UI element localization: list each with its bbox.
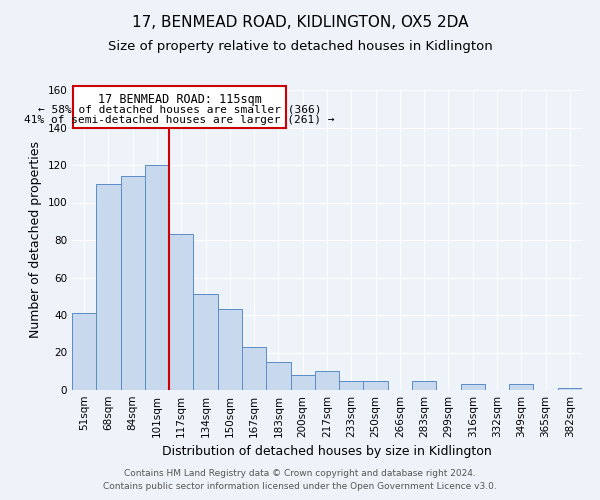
- Text: 41% of semi-detached houses are larger (261) →: 41% of semi-detached houses are larger (…: [24, 116, 335, 126]
- Bar: [558, 388, 582, 390]
- Bar: [169, 234, 193, 390]
- Bar: [193, 294, 218, 390]
- Bar: [461, 384, 485, 390]
- FancyBboxPatch shape: [73, 86, 286, 128]
- Bar: [266, 362, 290, 390]
- Bar: [290, 375, 315, 390]
- Text: 17, BENMEAD ROAD, KIDLINGTON, OX5 2DA: 17, BENMEAD ROAD, KIDLINGTON, OX5 2DA: [132, 15, 468, 30]
- Text: Contains HM Land Registry data © Crown copyright and database right 2024.: Contains HM Land Registry data © Crown c…: [124, 468, 476, 477]
- Bar: [315, 371, 339, 390]
- Bar: [96, 184, 121, 390]
- Text: 17 BENMEAD ROAD: 115sqm: 17 BENMEAD ROAD: 115sqm: [98, 93, 262, 106]
- Bar: [145, 165, 169, 390]
- Bar: [218, 310, 242, 390]
- Y-axis label: Number of detached properties: Number of detached properties: [29, 142, 42, 338]
- Text: ← 58% of detached houses are smaller (366): ← 58% of detached houses are smaller (36…: [38, 104, 321, 114]
- Text: Size of property relative to detached houses in Kidlington: Size of property relative to detached ho…: [107, 40, 493, 53]
- Bar: [242, 347, 266, 390]
- Bar: [339, 380, 364, 390]
- Bar: [72, 313, 96, 390]
- Text: Contains public sector information licensed under the Open Government Licence v3: Contains public sector information licen…: [103, 482, 497, 491]
- Bar: [412, 380, 436, 390]
- Bar: [364, 380, 388, 390]
- Bar: [509, 384, 533, 390]
- X-axis label: Distribution of detached houses by size in Kidlington: Distribution of detached houses by size …: [162, 446, 492, 458]
- Bar: [121, 176, 145, 390]
